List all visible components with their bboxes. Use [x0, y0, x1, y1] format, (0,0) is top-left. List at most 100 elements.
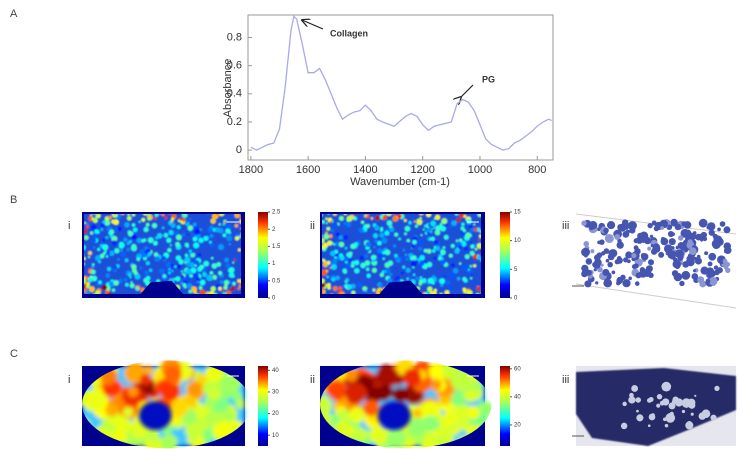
heat-spot	[366, 273, 371, 278]
heat-spot	[142, 382, 155, 395]
heat-spot	[187, 225, 194, 231]
heat-spot	[127, 386, 139, 397]
heat-spot	[181, 270, 184, 273]
heat-spot	[188, 249, 192, 253]
stain-spot	[675, 249, 684, 259]
heat-spot	[418, 246, 423, 251]
heat-spot	[114, 248, 120, 254]
panel-numeral: i	[68, 374, 70, 386]
panel-numeral: iii	[562, 220, 569, 232]
heat-spot	[167, 396, 189, 418]
heat-spot	[450, 224, 454, 228]
heat-spot	[469, 240, 473, 244]
heat-spot	[142, 214, 149, 216]
heat-spot	[445, 280, 450, 285]
heat-spot	[147, 214, 151, 217]
heat-spot	[346, 215, 353, 222]
heat-spot	[461, 222, 465, 226]
stain-spot	[708, 276, 718, 286]
heat-spot	[328, 381, 347, 401]
heat-spot	[239, 219, 241, 224]
heat-spot	[198, 286, 203, 290]
heat-spot	[131, 214, 136, 217]
heat-spot	[129, 283, 135, 289]
stain-spot	[614, 233, 621, 240]
heat-spot	[176, 225, 181, 230]
stain-spot	[716, 242, 721, 247]
heat-spot	[335, 232, 340, 237]
stain-spot	[693, 269, 697, 273]
heat-spot	[338, 215, 344, 221]
heat-spot	[189, 262, 195, 268]
heat-spot	[107, 251, 111, 255]
heat-spot	[163, 233, 169, 238]
plot-frame	[247, 14, 554, 161]
heat-spot	[468, 234, 471, 237]
heat-spot	[440, 283, 444, 287]
heat-spot	[450, 370, 473, 392]
heat-spot	[126, 216, 132, 221]
heat-spot	[337, 408, 350, 421]
heat-spot	[419, 276, 423, 279]
panel-numeral: ii	[310, 374, 315, 386]
heat-spot	[463, 246, 469, 251]
heat-spot	[105, 255, 109, 258]
panel-label: C	[10, 348, 18, 360]
heat-spot	[239, 229, 241, 233]
colorbar-tick-label: 10	[514, 238, 521, 244]
heat-spot	[360, 220, 365, 224]
heat-spot	[430, 379, 442, 391]
heat-spot	[117, 226, 122, 231]
heat-spot	[184, 420, 204, 440]
heat-spot	[231, 274, 235, 278]
heat-spot	[419, 217, 422, 220]
heat-spot	[119, 242, 125, 248]
colorbar-tick-label: 5	[514, 267, 518, 273]
heat-spot	[332, 286, 338, 291]
heat-spot	[226, 235, 233, 242]
heat-spot	[343, 235, 349, 241]
heat-spot	[416, 219, 423, 226]
heat-spot	[434, 229, 441, 236]
heat-spot	[199, 264, 205, 270]
stain-spot	[581, 247, 591, 257]
y-tick-label: 0.8	[227, 31, 242, 43]
heat-spot	[189, 252, 196, 258]
heat-spot	[210, 218, 216, 224]
heat-spot	[223, 285, 228, 290]
heat-spot	[219, 280, 224, 284]
heat-spot	[212, 412, 224, 424]
heat-spot	[448, 285, 454, 291]
heat-spot	[326, 226, 331, 231]
heat-spot	[209, 271, 214, 275]
stain-spot	[706, 279, 711, 284]
stain-spot	[635, 236, 644, 244]
heat-spot	[123, 407, 134, 418]
heat-spot	[199, 289, 206, 294]
stain-spot	[671, 270, 679, 277]
heat-spot	[469, 227, 475, 233]
heat-spot	[382, 250, 386, 255]
stain-spot	[723, 242, 732, 250]
heat-spot	[412, 408, 422, 418]
heat-spot	[90, 214, 93, 217]
stain-spot	[679, 280, 685, 287]
heat-spot	[161, 226, 165, 230]
heat-spot	[335, 241, 340, 247]
heat-spot	[429, 230, 433, 234]
heat-spot	[464, 390, 477, 403]
heat-spot	[410, 244, 416, 249]
heat-spot	[458, 245, 463, 250]
heat-spot	[186, 276, 191, 281]
heat-spot	[322, 282, 326, 288]
heat-spot	[143, 227, 149, 233]
heat-spot	[397, 214, 402, 219]
stain-spot	[681, 221, 687, 227]
heat-spot	[218, 286, 222, 291]
heat-spot	[203, 235, 209, 241]
heat-spot	[184, 256, 191, 263]
heat-spot	[189, 274, 193, 278]
stain-gap	[664, 423, 669, 428]
stain-spot	[645, 265, 653, 273]
tissue-stain	[581, 218, 732, 288]
